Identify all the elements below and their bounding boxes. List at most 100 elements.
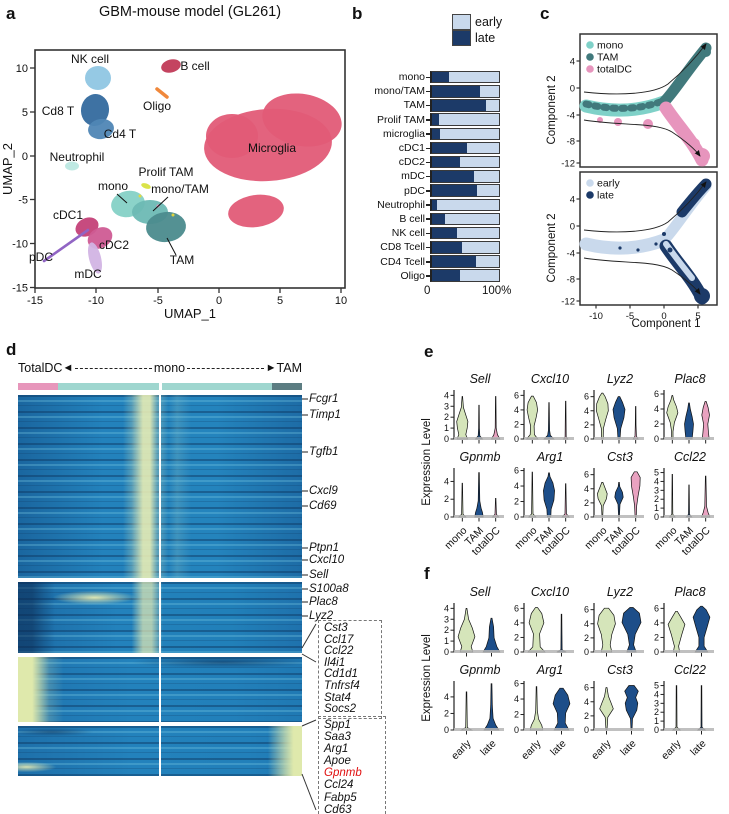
bar-row: pDC (350, 184, 506, 198)
gene-label: Cd69 (309, 500, 337, 512)
svg-text:Prolif TAM: Prolif TAM (139, 165, 194, 179)
bar-category-label: CD8 Tcell (350, 241, 430, 253)
svg-text:late: late (597, 190, 614, 202)
svg-text:6: 6 (584, 392, 589, 402)
svg-text:5: 5 (22, 107, 28, 119)
svg-text:1: 1 (654, 716, 659, 726)
svg-text:4: 4 (654, 689, 659, 699)
svg-text:6: 6 (654, 603, 659, 613)
violin-svg: 0 2 4 6 (514, 603, 574, 657)
svg-text:2: 2 (444, 708, 449, 718)
violin-shape (543, 402, 555, 440)
svg-text:6: 6 (514, 679, 519, 689)
trajectory-dot (654, 242, 658, 246)
svg-text:totalDC: totalDC (597, 64, 632, 76)
stacked-bar (430, 184, 500, 197)
gene-label: Cxcl9 (309, 485, 338, 497)
violin-gene-title: Cxcl10 (530, 372, 570, 386)
svg-text:4: 4 (654, 476, 659, 486)
violin-shape (597, 607, 616, 653)
bar-late-segment (432, 86, 481, 97)
c-xlabel: Component 1 (631, 318, 701, 330)
trajectory-dot (636, 248, 640, 252)
svg-text:0: 0 (584, 725, 589, 735)
violin-group-label: early (589, 737, 614, 762)
svg-text:4: 4 (514, 618, 519, 628)
violin-subplot: Arg1 0 2 4 6 early late (508, 663, 578, 774)
boxed-gene-label: Cst3 (324, 622, 348, 634)
legend-item-late: late (452, 30, 502, 46)
cluster-blob (206, 114, 258, 158)
svg-text:0: 0 (514, 434, 519, 444)
colorbar-segment (272, 383, 302, 390)
cluster-blob (161, 59, 181, 73)
bar-category-label: mono (350, 71, 430, 83)
umap-svg: GBM-mouse model (GL261) 10 5 0 -5 -10 -15-15 -1… (0, 4, 347, 321)
svg-text:0: 0 (444, 647, 449, 657)
bar-late-segment (432, 242, 463, 253)
bar-category-label: cDC2 (350, 156, 430, 168)
stacked-bar (430, 241, 500, 254)
svg-text:2: 2 (514, 710, 519, 720)
svg-text:10: 10 (335, 295, 347, 307)
svg-text:10: 10 (16, 63, 28, 75)
bar-category-label: Neutrophil (350, 199, 430, 211)
svg-text:4: 4 (514, 694, 519, 704)
svg-text:UMAP_1: UMAP_1 (164, 306, 216, 321)
bar-category-label: cDC1 (350, 142, 430, 154)
svg-text:1: 1 (444, 636, 449, 646)
violin-svg: 0 2 4 6 early late (584, 681, 644, 762)
gene-label: Ptpn1 (309, 542, 340, 554)
violin-gene-title: Sell (469, 372, 491, 386)
bar-row: Oligo (350, 269, 506, 283)
bar-late-segment (432, 256, 476, 267)
bar-category-label: mono/TAM (350, 85, 430, 97)
violin-shape (543, 472, 555, 518)
violin-svg: 0 2 4 6 (654, 603, 714, 657)
bar-late-segment (432, 185, 477, 196)
svg-text:-4: -4 (567, 249, 575, 260)
violin-group-label: late (478, 738, 499, 759)
boxed-gene-label: Saa3 (324, 731, 351, 744)
violin-shape (556, 613, 567, 653)
cluster-streak (42, 228, 90, 263)
violin-gene-title: Gpnmb (459, 663, 501, 677)
violin-subplot: Ccl22 0 1 2 3 4 5 early late (648, 663, 718, 774)
violin-shape (552, 687, 571, 731)
heatmap-center-divider (158, 395, 161, 776)
cluster-blob (80, 94, 110, 126)
svg-text:Microglia: Microglia (248, 141, 296, 155)
violin-svg: 0 2 4 6 (584, 603, 644, 657)
e-ylabel: Expression Level (421, 418, 433, 506)
violin-shape (561, 483, 570, 518)
legend-item-early: early (452, 14, 502, 30)
svg-text:2: 2 (654, 494, 659, 504)
legend-label-early: early (475, 15, 503, 29)
svg-text:4: 4 (444, 476, 449, 486)
trajectory-dot (614, 118, 622, 126)
violin-shape (696, 685, 707, 731)
svg-text:Cd4 T: Cd4 T (104, 127, 137, 141)
panel-letter-c: c (540, 4, 550, 23)
svg-text:mDC: mDC (74, 267, 102, 281)
violin-shape (632, 406, 639, 440)
svg-text:6: 6 (584, 605, 589, 615)
legend-dot (586, 53, 594, 61)
violin-shape (624, 685, 639, 731)
bar-category-label: mDC (350, 170, 430, 182)
colorbar-segment (58, 383, 159, 390)
violin-shape (692, 605, 711, 653)
svg-text:4: 4 (584, 619, 589, 629)
cluster-blob (228, 194, 284, 228)
bar-late-segment (432, 156, 461, 168)
violin-shape (668, 473, 676, 518)
svg-text:0: 0 (514, 647, 519, 657)
boxed-gene-label: Tnfrsf4 (324, 679, 360, 692)
svg-text:0: 0 (584, 512, 589, 522)
violin-svg: 0 2 4 6 (514, 390, 574, 444)
heatmap-header-tam: TAM (276, 361, 302, 375)
bar-late-segment (432, 213, 446, 225)
